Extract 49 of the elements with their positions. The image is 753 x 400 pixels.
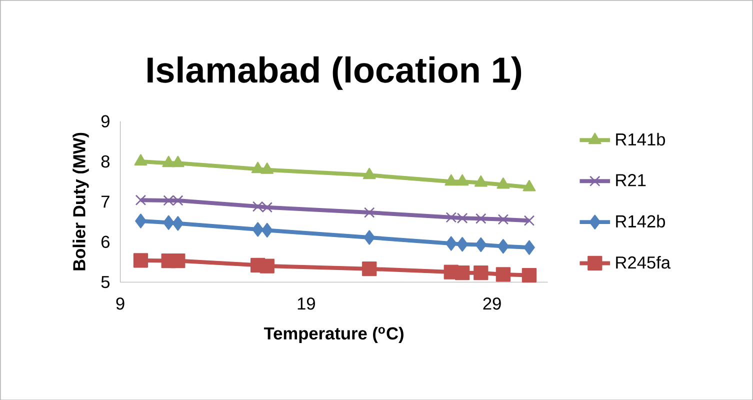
point [260, 258, 274, 274]
y-tick-label: 9 [101, 114, 110, 128]
point [522, 180, 536, 192]
point [362, 168, 376, 179]
point [260, 162, 274, 174]
point [134, 154, 148, 166]
legend-label: R142b [616, 214, 665, 228]
point [522, 268, 537, 282]
x-axis-title: Temperature ($^{o}$C) [264, 326, 404, 343]
point [364, 230, 376, 245]
point [171, 156, 184, 167]
point [496, 266, 511, 282]
x-tick-label: 9 [116, 297, 124, 310]
point [162, 156, 176, 167]
point [252, 222, 264, 237]
point [524, 240, 535, 255]
point [172, 216, 184, 231]
point [162, 215, 174, 230]
point [133, 252, 148, 268]
point [498, 238, 509, 254]
x-tick-label: 29 [483, 297, 501, 310]
y-tick-label: 5 [101, 276, 110, 288]
y-tick-label: 6 [101, 236, 110, 248]
y-axis-title: Bolier Duty (MW) [72, 132, 89, 270]
point [476, 213, 486, 224]
point [445, 236, 457, 251]
point [364, 206, 375, 218]
y-tick-label: 8 [101, 155, 110, 168]
chart-title: Islamabad (location 1) [148, 56, 522, 90]
legend-label: R245fa [616, 256, 671, 268]
point [475, 237, 487, 252]
point [456, 174, 469, 186]
legend-label: R21 [616, 174, 646, 186]
point [444, 174, 458, 186]
point [474, 265, 488, 280]
point [135, 213, 146, 228]
point [496, 177, 510, 189]
point [261, 222, 273, 238]
point [454, 265, 470, 280]
y-tick-label: 7 [102, 196, 110, 208]
point [524, 215, 535, 226]
x-tick-label: 19 [298, 297, 315, 310]
point [362, 261, 377, 276]
point [135, 194, 146, 206]
legend-label: R141b [616, 132, 665, 146]
point [170, 253, 186, 268]
point [474, 175, 488, 187]
point [456, 236, 468, 252]
point [498, 214, 509, 225]
